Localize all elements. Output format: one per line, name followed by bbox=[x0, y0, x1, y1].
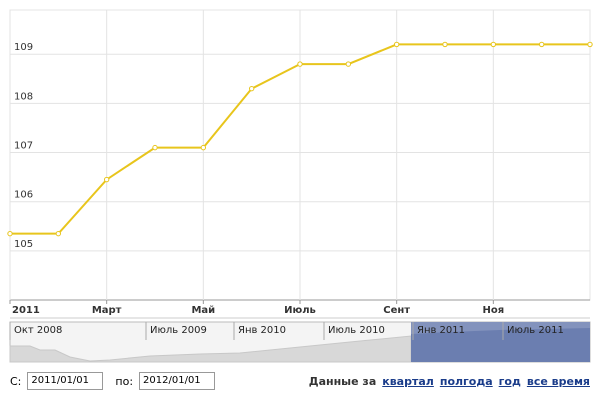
point bbox=[55, 230, 62, 237]
navigator-label: Окт 2008 bbox=[14, 325, 62, 336]
point bbox=[152, 144, 158, 151]
y-tick-label: 109 bbox=[14, 42, 33, 53]
navigator-label: Июль 2011 bbox=[507, 325, 564, 336]
x-tick-label: Июль bbox=[284, 305, 316, 316]
to-input[interactable]: 2012/01/01 bbox=[139, 372, 216, 390]
point bbox=[7, 230, 13, 237]
y-tick-label: 107 bbox=[14, 141, 33, 152]
x-tick-label: Ноя bbox=[482, 305, 504, 316]
point bbox=[587, 41, 593, 48]
x-tick-label: Март bbox=[92, 305, 122, 316]
range-link[interactable]: полгода bbox=[439, 374, 493, 388]
controls: С: 2011/01/01 по: 2012/01/01 Данные за к… bbox=[10, 371, 590, 391]
range-link[interactable]: год bbox=[498, 374, 521, 388]
point bbox=[345, 61, 352, 67]
navigator-label: Янв 2010 bbox=[238, 325, 286, 336]
x-tick-label: Сент bbox=[383, 305, 410, 316]
y-tick-label: 105 bbox=[14, 239, 33, 250]
point bbox=[442, 41, 448, 48]
from-input[interactable]: 2011/01/01 bbox=[27, 372, 104, 390]
point bbox=[538, 41, 545, 48]
range-label: Данные за bbox=[308, 374, 377, 388]
from-label: С: bbox=[10, 374, 22, 388]
point bbox=[248, 85, 255, 92]
x-tick-label: 2011 bbox=[12, 305, 40, 316]
navigator-label: Июль 2010 bbox=[328, 325, 385, 336]
point bbox=[297, 61, 303, 67]
navigator-label: Июль 2009 bbox=[150, 325, 207, 336]
x-axis-band bbox=[10, 300, 590, 318]
point bbox=[103, 176, 110, 183]
x-tick-label: Май bbox=[191, 305, 215, 316]
y-tick-label: 106 bbox=[14, 190, 33, 201]
navigator-label: Янв 2011 bbox=[417, 325, 465, 336]
chart: Окт 2008 Июль 2009 Янв 2010 Июль 2010 Янв 20… bbox=[7, 9, 593, 363]
range-link[interactable]: квартал bbox=[382, 374, 434, 388]
point bbox=[393, 41, 400, 48]
y-tick-label: 108 bbox=[14, 91, 33, 102]
point bbox=[200, 144, 207, 151]
navigator: Окт 2008 Июль 2009 Янв 2010 Июль 2010 Янв 20… bbox=[9, 321, 591, 363]
to-label: по: bbox=[115, 374, 134, 388]
navigator-selected-area bbox=[411, 328, 590, 362]
point bbox=[490, 41, 497, 48]
grid bbox=[9, 10, 590, 300]
range-link[interactable]: все время bbox=[526, 374, 590, 388]
range-links: квартал полгода год все время bbox=[376, 375, 590, 388]
